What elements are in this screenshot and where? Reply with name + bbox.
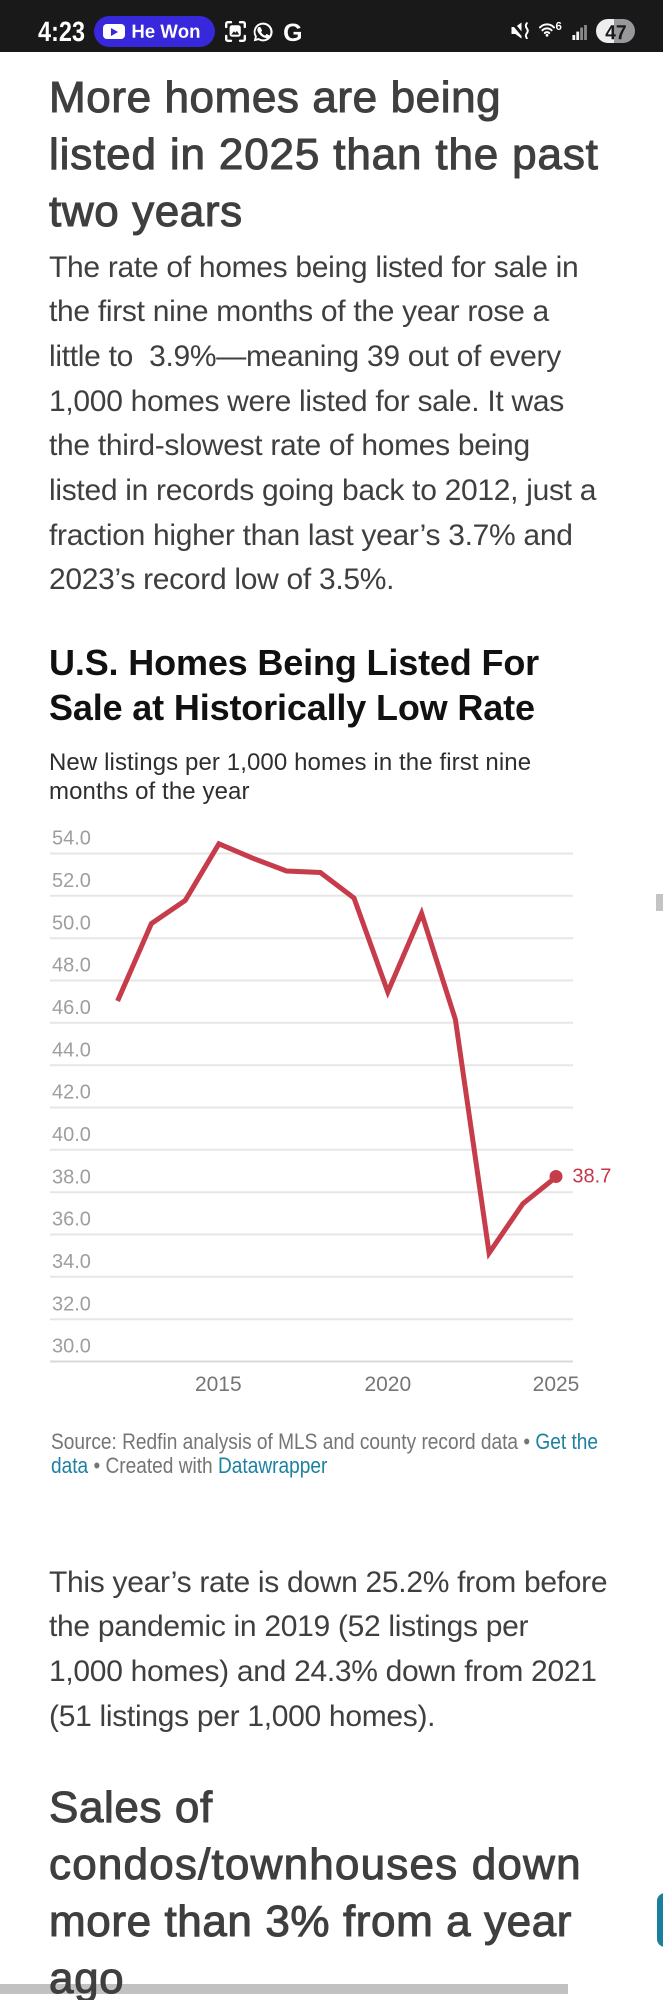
svg-text:32.0: 32.0 [52, 1293, 91, 1315]
svg-text:34.0: 34.0 [52, 1251, 91, 1273]
svg-text:40.0: 40.0 [52, 1124, 91, 1146]
svg-text:36.0: 36.0 [52, 1209, 91, 1231]
svg-text:54.0: 54.0 [52, 828, 91, 850]
svg-text:42.0: 42.0 [52, 1082, 91, 1104]
svg-text:44.0: 44.0 [52, 1039, 91, 1061]
svg-text:52.0: 52.0 [52, 870, 91, 892]
svg-text:38.0: 38.0 [52, 1166, 91, 1188]
svg-text:2025: 2025 [533, 1373, 580, 1396]
svg-text:50.0: 50.0 [52, 912, 91, 934]
svg-text:48.0: 48.0 [52, 955, 91, 977]
svg-text:38.7: 38.7 [572, 1166, 611, 1188]
svg-text:2015: 2015 [195, 1373, 242, 1396]
svg-text:30.0: 30.0 [52, 1336, 91, 1358]
svg-text:2020: 2020 [364, 1373, 411, 1396]
svg-text:46.0: 46.0 [52, 997, 91, 1019]
